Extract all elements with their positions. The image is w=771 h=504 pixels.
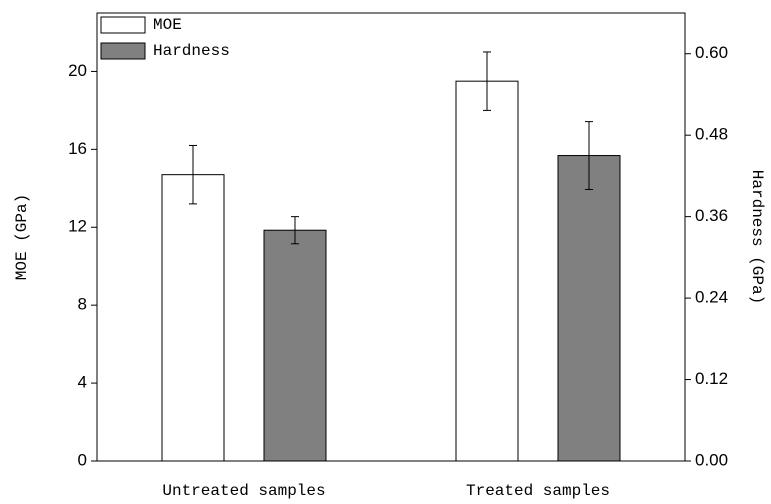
x-tick-label: Treated samples bbox=[466, 482, 610, 500]
plot-frame bbox=[96, 12, 686, 462]
y2-tick-label: 0.00 bbox=[695, 450, 728, 469]
error-bar bbox=[483, 51, 491, 111]
bar bbox=[161, 174, 225, 462]
y2-tick-label: 0.36 bbox=[695, 206, 728, 225]
y-tick-label: 8 bbox=[78, 295, 87, 314]
y-tick-label: 20 bbox=[68, 61, 87, 80]
error-bar bbox=[291, 216, 299, 245]
y2-tick-label: 0.12 bbox=[695, 369, 728, 388]
y2-tick-label: 0.48 bbox=[695, 125, 728, 144]
y-axis-label: MOE (GPa) bbox=[13, 194, 31, 280]
error-bar bbox=[189, 144, 197, 205]
legend-label: Hardness bbox=[153, 42, 230, 60]
y-tick-label: 12 bbox=[68, 217, 87, 236]
y2-tick-label: 0.24 bbox=[695, 288, 728, 307]
y2-tick-label: 0.60 bbox=[695, 43, 728, 62]
legend-label: MOE bbox=[153, 16, 182, 34]
legend-swatch bbox=[100, 42, 146, 60]
y-tick-label: 4 bbox=[78, 373, 87, 392]
bar bbox=[557, 155, 621, 462]
bar bbox=[455, 80, 519, 462]
y-tick-label: 0 bbox=[78, 450, 87, 469]
y-tick-label: 16 bbox=[68, 139, 87, 158]
legend-swatch bbox=[100, 16, 146, 34]
error-bar bbox=[585, 121, 593, 190]
x-tick-label: Untreated samples bbox=[162, 482, 325, 500]
bar bbox=[263, 229, 327, 462]
y2-axis-label: Hardness (GPa) bbox=[748, 170, 766, 304]
